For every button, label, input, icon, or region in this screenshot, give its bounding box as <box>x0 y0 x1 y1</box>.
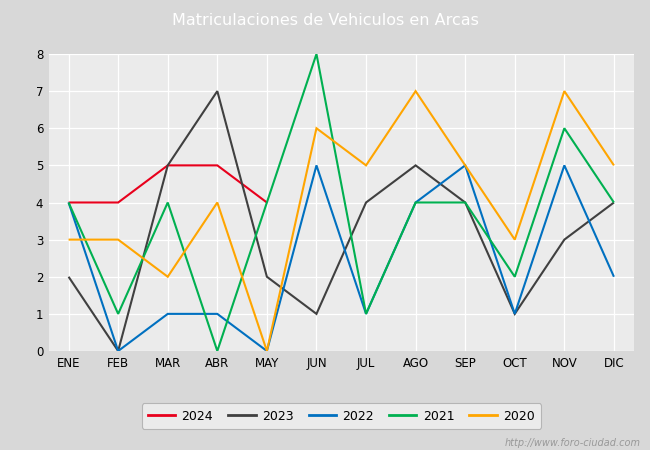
Legend: 2024, 2023, 2022, 2021, 2020: 2024, 2023, 2022, 2021, 2020 <box>142 403 541 429</box>
Text: http://www.foro-ciudad.com: http://www.foro-ciudad.com <box>504 438 640 448</box>
Text: Matriculaciones de Vehiculos en Arcas: Matriculaciones de Vehiculos en Arcas <box>172 13 478 28</box>
